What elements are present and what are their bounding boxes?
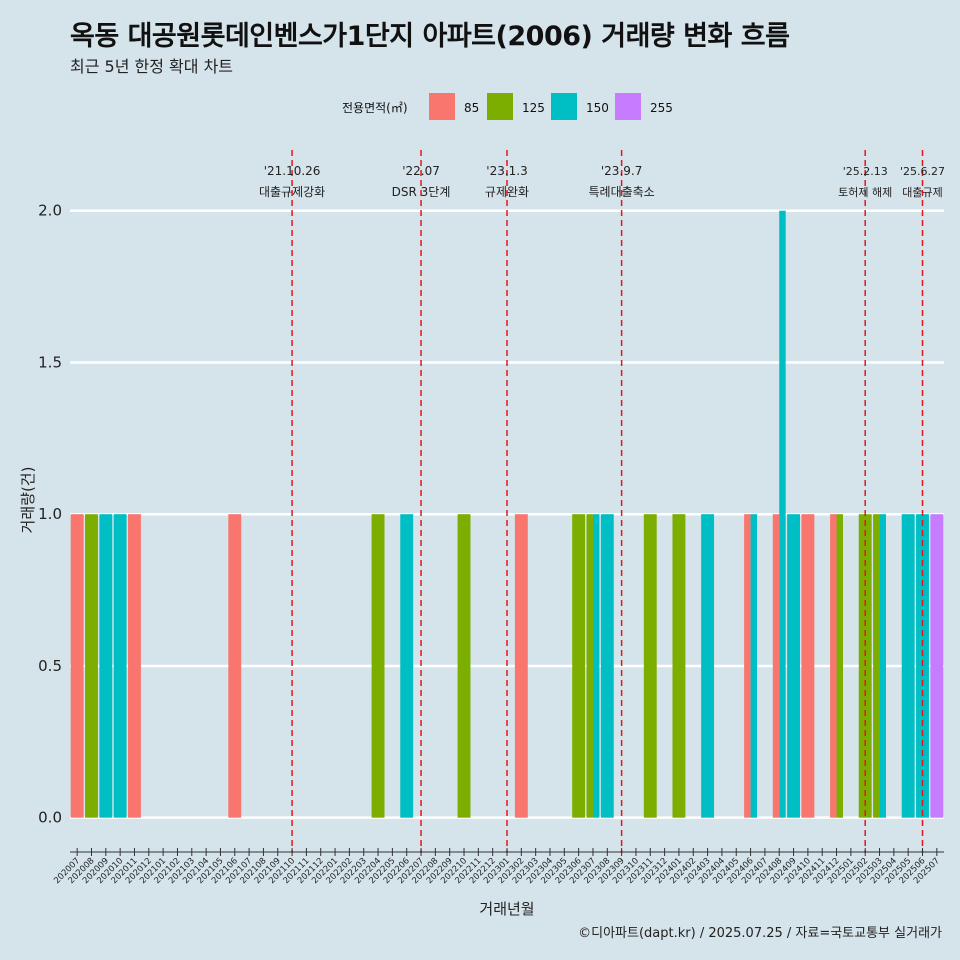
bar-202503-125 — [873, 514, 880, 818]
bar-202507-255 — [930, 514, 944, 818]
event-date-label: '25.2.13 — [843, 165, 888, 178]
bar-202008-125 — [85, 514, 98, 818]
bar-202007-85 — [70, 514, 84, 818]
y-tick-label: 2.0 — [38, 202, 62, 220]
bars — [70, 210, 944, 818]
event-desc-label: 토허제 해제 — [838, 185, 892, 199]
chart-title: 옥동 대공원롯데인벤스가1단지 아파트(2006) 거래량 변화 흐름 — [70, 21, 790, 52]
bar-202408-150 — [779, 210, 786, 818]
event-desc-label: 대출규제강화 — [259, 185, 325, 199]
bar-202408-85 — [772, 514, 780, 818]
event-desc-label: 특례대출축소 — [588, 185, 654, 199]
legend: 전용면적(㎡) 85 125 150 255 — [342, 93, 673, 120]
bar-202010-150 — [113, 514, 127, 818]
bar-202210-125 — [457, 514, 471, 818]
event-desc-label: 규제완화 — [485, 185, 529, 199]
bar-202311-125 — [643, 514, 657, 818]
bar-202306-125 — [572, 514, 586, 818]
x-axis: 2020072020082020092020102020112020122021… — [52, 848, 944, 886]
y-axis-title: 거래량(건) — [19, 467, 37, 534]
bar-202412-125 — [836, 514, 843, 818]
x-axis-title: 거래년월 — [479, 900, 534, 918]
y-tick-label: 0.5 — [38, 657, 62, 675]
bar-202505-150 — [901, 514, 915, 818]
bar-202307-125 — [586, 514, 593, 818]
source-caption: ©디아파트(dapt.kr) / 2025.07.25 / 자료=국토교통부 실… — [578, 926, 942, 941]
event-date-label: '21.10.26 — [264, 164, 321, 178]
bar-202403-150 — [701, 514, 715, 818]
event-date-label: '23.9.7 — [601, 164, 642, 178]
legend-swatch — [429, 93, 455, 120]
bar-202009-150 — [99, 514, 113, 818]
event-annotations: '21.10.26 대출규제강화 '22.07 DSR 3단계 '23.1.3 규제완화 '… — [259, 164, 945, 199]
bar-202302-85 — [514, 514, 528, 818]
bar-202106-85 — [228, 514, 242, 818]
event-date-label: '25.6.27 — [900, 165, 945, 178]
bar-202011-85 — [128, 514, 141, 818]
y-tick-label: 1.5 — [38, 353, 62, 371]
bar-202406-85 — [744, 514, 751, 818]
bar-202307-150 — [592, 514, 600, 818]
bar-202308-150 — [600, 514, 614, 818]
y-axis: 0.0 0.5 1.0 1.5 2.0 — [38, 202, 62, 827]
legend-swatch — [615, 93, 641, 120]
event-date-label: '23.1.3 — [486, 164, 527, 178]
chart-subtitle: 최근 5년 한정 확대 차트 — [70, 57, 234, 76]
bar-202406-150 — [750, 514, 758, 818]
event-desc-label: DSR 3단계 — [392, 185, 451, 199]
legend-label: 255 — [650, 101, 673, 115]
legend-swatch — [487, 93, 513, 120]
bar-202503-150 — [879, 514, 886, 818]
legend-label: 125 — [522, 101, 545, 115]
y-tick-label: 1.0 — [38, 505, 62, 523]
bar-202401-125 — [672, 514, 686, 818]
event-date-label: '22.07 — [402, 164, 440, 178]
y-tick-label: 0.0 — [38, 809, 62, 827]
legend-label: 150 — [586, 101, 609, 115]
legend-title: 전용면적(㎡) — [342, 101, 408, 115]
legend-label: 85 — [464, 101, 479, 115]
legend-swatch — [551, 93, 577, 120]
event-lines — [291, 150, 924, 853]
bar-202206-150 — [400, 514, 414, 818]
bar-202410-85 — [801, 514, 815, 818]
event-desc-label: 대출규제 — [902, 186, 942, 199]
bar-202409-150 — [787, 514, 801, 818]
bar-202412-85 — [830, 514, 837, 818]
bar-202204-125 — [371, 514, 385, 818]
